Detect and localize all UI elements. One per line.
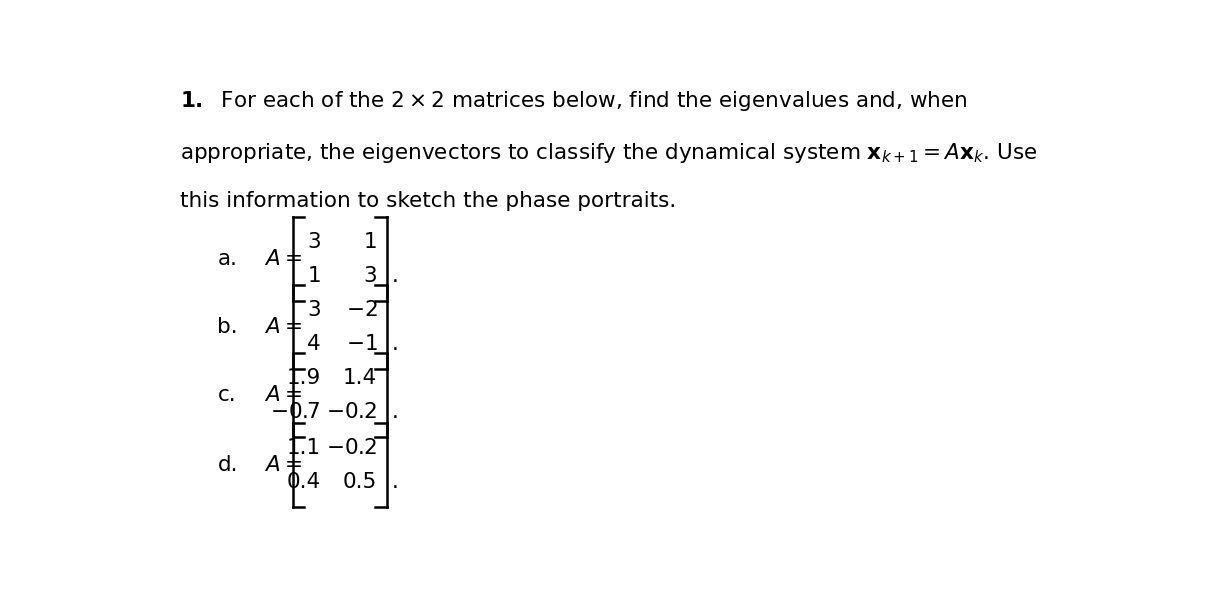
Text: $A =$: $A =$ xyxy=(264,317,302,337)
Text: 0.4: 0.4 xyxy=(286,472,320,492)
Text: .: . xyxy=(392,266,398,286)
Text: this information to sketch the phase portraits.: this information to sketch the phase por… xyxy=(180,191,676,211)
Text: .: . xyxy=(392,472,398,492)
Text: 3: 3 xyxy=(307,300,320,320)
Text: 1.4: 1.4 xyxy=(343,368,377,388)
Text: 1.1: 1.1 xyxy=(286,438,320,458)
Text: $A =$: $A =$ xyxy=(264,385,302,405)
Text: 3: 3 xyxy=(307,232,320,252)
Text: $-0.2$: $-0.2$ xyxy=(326,402,377,422)
Text: $-0.2$: $-0.2$ xyxy=(326,438,377,458)
Text: 1: 1 xyxy=(364,232,377,252)
Text: d.: d. xyxy=(217,455,238,475)
Text: c.: c. xyxy=(217,385,237,405)
Text: $-1$: $-1$ xyxy=(346,334,377,354)
Text: 4: 4 xyxy=(307,334,320,354)
Text: $-0.7$: $-0.7$ xyxy=(270,402,320,422)
Text: $-2$: $-2$ xyxy=(346,300,377,320)
Text: a.: a. xyxy=(217,249,238,269)
Text: $A =$: $A =$ xyxy=(264,455,302,475)
Text: 0.5: 0.5 xyxy=(343,472,377,492)
Text: $\mathbf{1.}$  For each of the $2 \times 2$ matrices below, find the eigenvalues: $\mathbf{1.}$ For each of the $2 \times … xyxy=(180,89,967,113)
Text: .: . xyxy=(392,334,398,354)
Text: b.: b. xyxy=(217,317,238,337)
Text: 1: 1 xyxy=(307,266,320,286)
Text: $A =$: $A =$ xyxy=(264,249,302,269)
Text: 1.9: 1.9 xyxy=(286,368,320,388)
Text: 3: 3 xyxy=(364,266,377,286)
Text: .: . xyxy=(392,402,398,422)
Text: appropriate, the eigenvectors to classify the dynamical system $\mathbf{x}_{k+1}: appropriate, the eigenvectors to classif… xyxy=(180,141,1037,165)
